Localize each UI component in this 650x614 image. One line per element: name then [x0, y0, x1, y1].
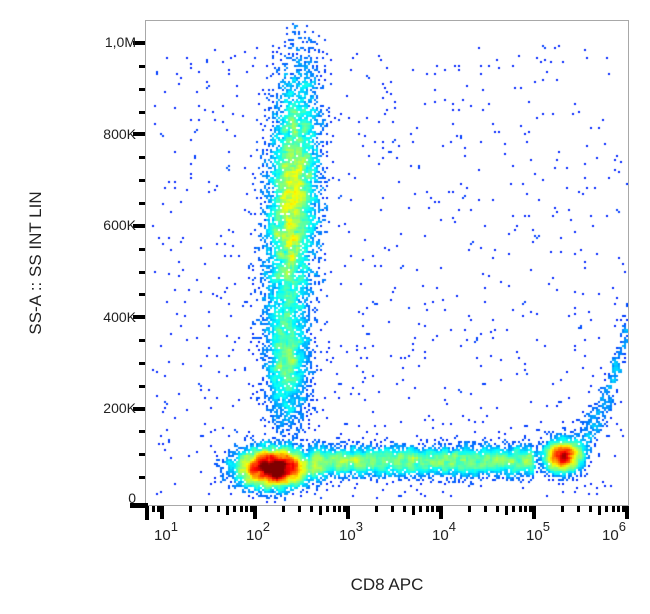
- x-minor-tick: [298, 506, 302, 512]
- density-scatter-canvas: [146, 21, 628, 505]
- y-minor-tick: [139, 64, 145, 68]
- x-minor-tick: [216, 506, 220, 512]
- x-minor-tick: [430, 506, 434, 512]
- x-major-tick: [160, 506, 164, 519]
- x-axis-origin-tick: [145, 506, 149, 520]
- x-minor-tick: [342, 506, 346, 512]
- y-minor-tick: [139, 384, 145, 388]
- x-minor-tick: [512, 506, 516, 512]
- x-axis-title: CD8 APC: [350, 575, 424, 594]
- x-minor-tick: [611, 506, 615, 512]
- plot-area-frame: [145, 20, 629, 506]
- x-minor-tick: [495, 506, 499, 512]
- y-minor-tick: [139, 110, 145, 114]
- x-minor-tick: [391, 506, 395, 512]
- x-minor-tick: [151, 506, 155, 512]
- x-minor-tick: [244, 506, 248, 512]
- y-tick-label-0: 0: [128, 490, 136, 506]
- x-minor-tick: [484, 506, 488, 512]
- x-major-tick: [253, 506, 257, 519]
- y-minor-tick: [139, 247, 145, 251]
- x-minor-tick: [577, 506, 581, 512]
- x-minor-tick: [374, 506, 378, 512]
- x-major-tick: [346, 506, 350, 519]
- x-minor-tick: [505, 506, 508, 515]
- x-minor-tick: [412, 506, 415, 515]
- x-minor-tick: [560, 506, 564, 512]
- y-minor-tick: [139, 201, 145, 205]
- y-minor-tick: [139, 179, 145, 183]
- x-minor-tick: [518, 506, 522, 512]
- x-minor-tick: [419, 506, 423, 512]
- x-tick-label-10e6: 106: [602, 519, 626, 544]
- x-tick-label-10e1: 101: [154, 519, 178, 544]
- y-minor-tick: [139, 293, 145, 297]
- x-minor-tick: [281, 506, 285, 512]
- y-minor-tick: [139, 87, 145, 91]
- y-tick-label-400k: 400K: [103, 309, 136, 325]
- x-minor-tick: [233, 506, 237, 512]
- y-major-tick: [133, 406, 145, 411]
- x-minor-tick: [402, 506, 406, 512]
- x-minor-tick: [309, 506, 313, 512]
- x-minor-tick: [528, 506, 532, 512]
- x-major-tick: [625, 506, 629, 519]
- x-minor-tick: [598, 506, 601, 515]
- y-tick-label-200k: 200K: [103, 400, 136, 416]
- x-minor-tick: [588, 506, 592, 512]
- x-minor-tick: [319, 506, 322, 515]
- y-minor-tick: [139, 156, 145, 160]
- y-minor-tick: [139, 270, 145, 274]
- y-tick-label-800k: 800K: [103, 126, 136, 142]
- x-tick-label-10e5: 105: [526, 519, 550, 544]
- x-minor-tick: [425, 506, 429, 512]
- y-major-tick: [133, 132, 145, 137]
- y-axis-title: SS-A :: SS INT LIN: [26, 191, 45, 335]
- x-tick-label-10e3: 103: [339, 519, 363, 544]
- y-minor-tick: [139, 476, 145, 480]
- x-minor-tick: [239, 506, 243, 512]
- y-tick-label-600k: 600K: [103, 217, 136, 233]
- x-minor-tick: [205, 506, 209, 512]
- y-minor-tick: [139, 339, 145, 343]
- y-axis-zero-tick: [130, 503, 148, 508]
- x-minor-tick: [326, 506, 330, 512]
- x-major-tick: [532, 506, 536, 519]
- y-minor-tick: [139, 361, 145, 365]
- x-minor-tick: [337, 506, 341, 512]
- x-tick-label-10e4: 104: [432, 519, 456, 544]
- x-minor-tick: [332, 506, 336, 512]
- x-minor-tick: [188, 506, 192, 512]
- x-minor-tick: [249, 506, 253, 512]
- x-minor-tick: [621, 506, 625, 512]
- x-minor-tick: [523, 506, 527, 512]
- x-minor-tick: [156, 506, 160, 512]
- y-tick-label-1m: 1,0M: [104, 34, 136, 50]
- x-minor-tick: [226, 506, 229, 515]
- y-major-tick: [133, 223, 145, 228]
- x-tick-label-10e2: 102: [246, 519, 270, 544]
- y-major-tick: [133, 315, 145, 320]
- y-minor-tick: [139, 430, 145, 434]
- x-minor-tick: [616, 506, 620, 512]
- x-minor-tick: [435, 506, 439, 512]
- x-minor-tick: [467, 506, 471, 512]
- x-major-tick: [439, 506, 443, 519]
- y-major-tick: [133, 41, 145, 45]
- y-minor-tick: [139, 453, 145, 457]
- x-minor-tick: [605, 506, 609, 512]
